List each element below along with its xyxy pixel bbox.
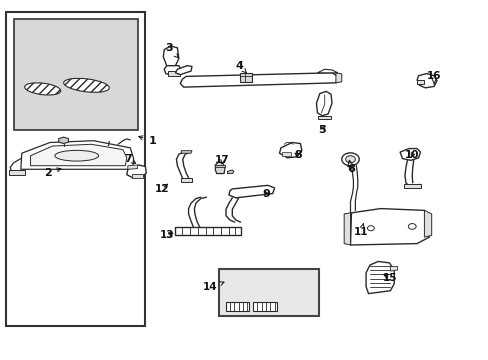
- Polygon shape: [253, 302, 276, 311]
- Polygon shape: [127, 165, 137, 169]
- Polygon shape: [239, 73, 251, 82]
- Polygon shape: [350, 208, 429, 245]
- Text: 3: 3: [165, 43, 178, 58]
- Polygon shape: [227, 170, 233, 174]
- Polygon shape: [335, 73, 341, 83]
- Polygon shape: [424, 210, 431, 237]
- Text: 17: 17: [215, 156, 229, 165]
- Polygon shape: [344, 213, 350, 245]
- Text: 4: 4: [235, 61, 246, 73]
- Polygon shape: [181, 178, 192, 182]
- Polygon shape: [416, 80, 424, 84]
- Text: 14: 14: [203, 282, 224, 292]
- Polygon shape: [9, 170, 25, 175]
- Polygon shape: [225, 302, 249, 311]
- Polygon shape: [21, 141, 133, 169]
- Polygon shape: [167, 71, 180, 76]
- Text: 8: 8: [293, 150, 301, 160]
- Bar: [14, 19, 137, 130]
- Circle shape: [341, 153, 359, 166]
- Polygon shape: [175, 66, 192, 75]
- Polygon shape: [316, 91, 331, 116]
- Polygon shape: [131, 174, 143, 178]
- Polygon shape: [126, 165, 146, 178]
- Ellipse shape: [55, 150, 99, 161]
- Polygon shape: [416, 73, 436, 88]
- Polygon shape: [30, 144, 126, 166]
- Text: 1: 1: [139, 136, 156, 146]
- Text: 5: 5: [318, 125, 325, 135]
- Polygon shape: [59, 137, 68, 144]
- Text: 12: 12: [154, 184, 169, 194]
- Polygon shape: [282, 152, 290, 156]
- Text: 7: 7: [123, 154, 135, 163]
- Text: 16: 16: [426, 71, 441, 84]
- Polygon shape: [163, 46, 179, 66]
- Text: 9: 9: [262, 189, 270, 199]
- Text: 10: 10: [404, 150, 419, 160]
- Bar: [219, 269, 318, 316]
- Text: 6: 6: [347, 160, 355, 174]
- Text: 13: 13: [159, 230, 174, 240]
- Polygon shape: [175, 227, 240, 235]
- Bar: [6, 12, 144, 327]
- Text: 15: 15: [382, 273, 397, 283]
- Polygon shape: [164, 66, 181, 76]
- Polygon shape: [279, 143, 301, 158]
- Polygon shape: [180, 73, 337, 87]
- Polygon shape: [228, 185, 274, 198]
- Polygon shape: [215, 165, 224, 167]
- Polygon shape: [399, 149, 420, 160]
- Polygon shape: [403, 184, 420, 188]
- Text: 11: 11: [353, 224, 367, 237]
- Ellipse shape: [63, 78, 109, 92]
- Polygon shape: [181, 151, 192, 153]
- Text: 2: 2: [43, 168, 61, 178]
- Polygon shape: [317, 69, 337, 73]
- Polygon shape: [366, 261, 393, 294]
- Circle shape: [345, 156, 355, 163]
- Polygon shape: [389, 266, 397, 271]
- Circle shape: [367, 226, 373, 231]
- Polygon shape: [346, 159, 354, 166]
- Circle shape: [407, 224, 415, 229]
- Polygon shape: [215, 162, 224, 174]
- Polygon shape: [318, 116, 330, 118]
- Ellipse shape: [25, 83, 61, 95]
